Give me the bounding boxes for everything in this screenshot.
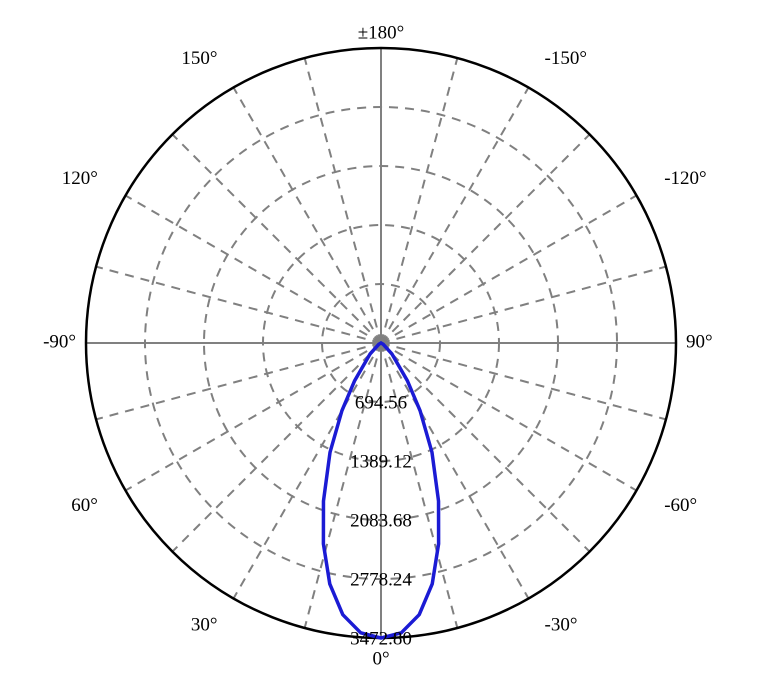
- radial-label: 2083.68: [350, 510, 412, 531]
- angle-label: 120°: [62, 168, 98, 189]
- grid-spoke: [126, 343, 381, 491]
- grid-spoke: [381, 196, 636, 344]
- radial-label: 2778.24: [350, 569, 412, 590]
- grid-spoke: [381, 88, 529, 343]
- grid-spoke: [381, 343, 666, 419]
- polar-chart: 694.56 1389.12 2083.68 2778.24 3472.80 0° 30°…: [0, 0, 763, 687]
- angle-label: 60°: [71, 495, 98, 516]
- angle-label: -90°: [43, 331, 76, 352]
- grid-spoke: [381, 134, 590, 343]
- grid-spoke: [381, 58, 457, 343]
- grid-spoke: [126, 196, 381, 344]
- grid-spoke: [381, 267, 666, 343]
- angle-label: 30°: [191, 615, 218, 636]
- angle-label: 0°: [372, 648, 389, 669]
- grid-spoke: [381, 343, 636, 491]
- angle-label: 150°: [181, 48, 217, 69]
- grid-spoke: [381, 343, 590, 552]
- angle-label: -30°: [545, 615, 578, 636]
- angle-label: -150°: [545, 48, 587, 69]
- grid-spoke: [234, 88, 382, 343]
- angle-label: ±180°: [358, 22, 405, 43]
- grid-spoke: [96, 267, 381, 343]
- grid-spoke: [96, 343, 381, 419]
- angle-label: -60°: [664, 495, 697, 516]
- angle-label: -120°: [664, 168, 706, 189]
- radial-label: 1389.12: [350, 451, 412, 472]
- angle-label: 90°: [686, 331, 713, 352]
- grid-spoke: [305, 58, 381, 343]
- radial-label: 3472.80: [350, 628, 412, 649]
- radial-label: 694.56: [355, 392, 407, 413]
- grid-spoke: [172, 134, 381, 343]
